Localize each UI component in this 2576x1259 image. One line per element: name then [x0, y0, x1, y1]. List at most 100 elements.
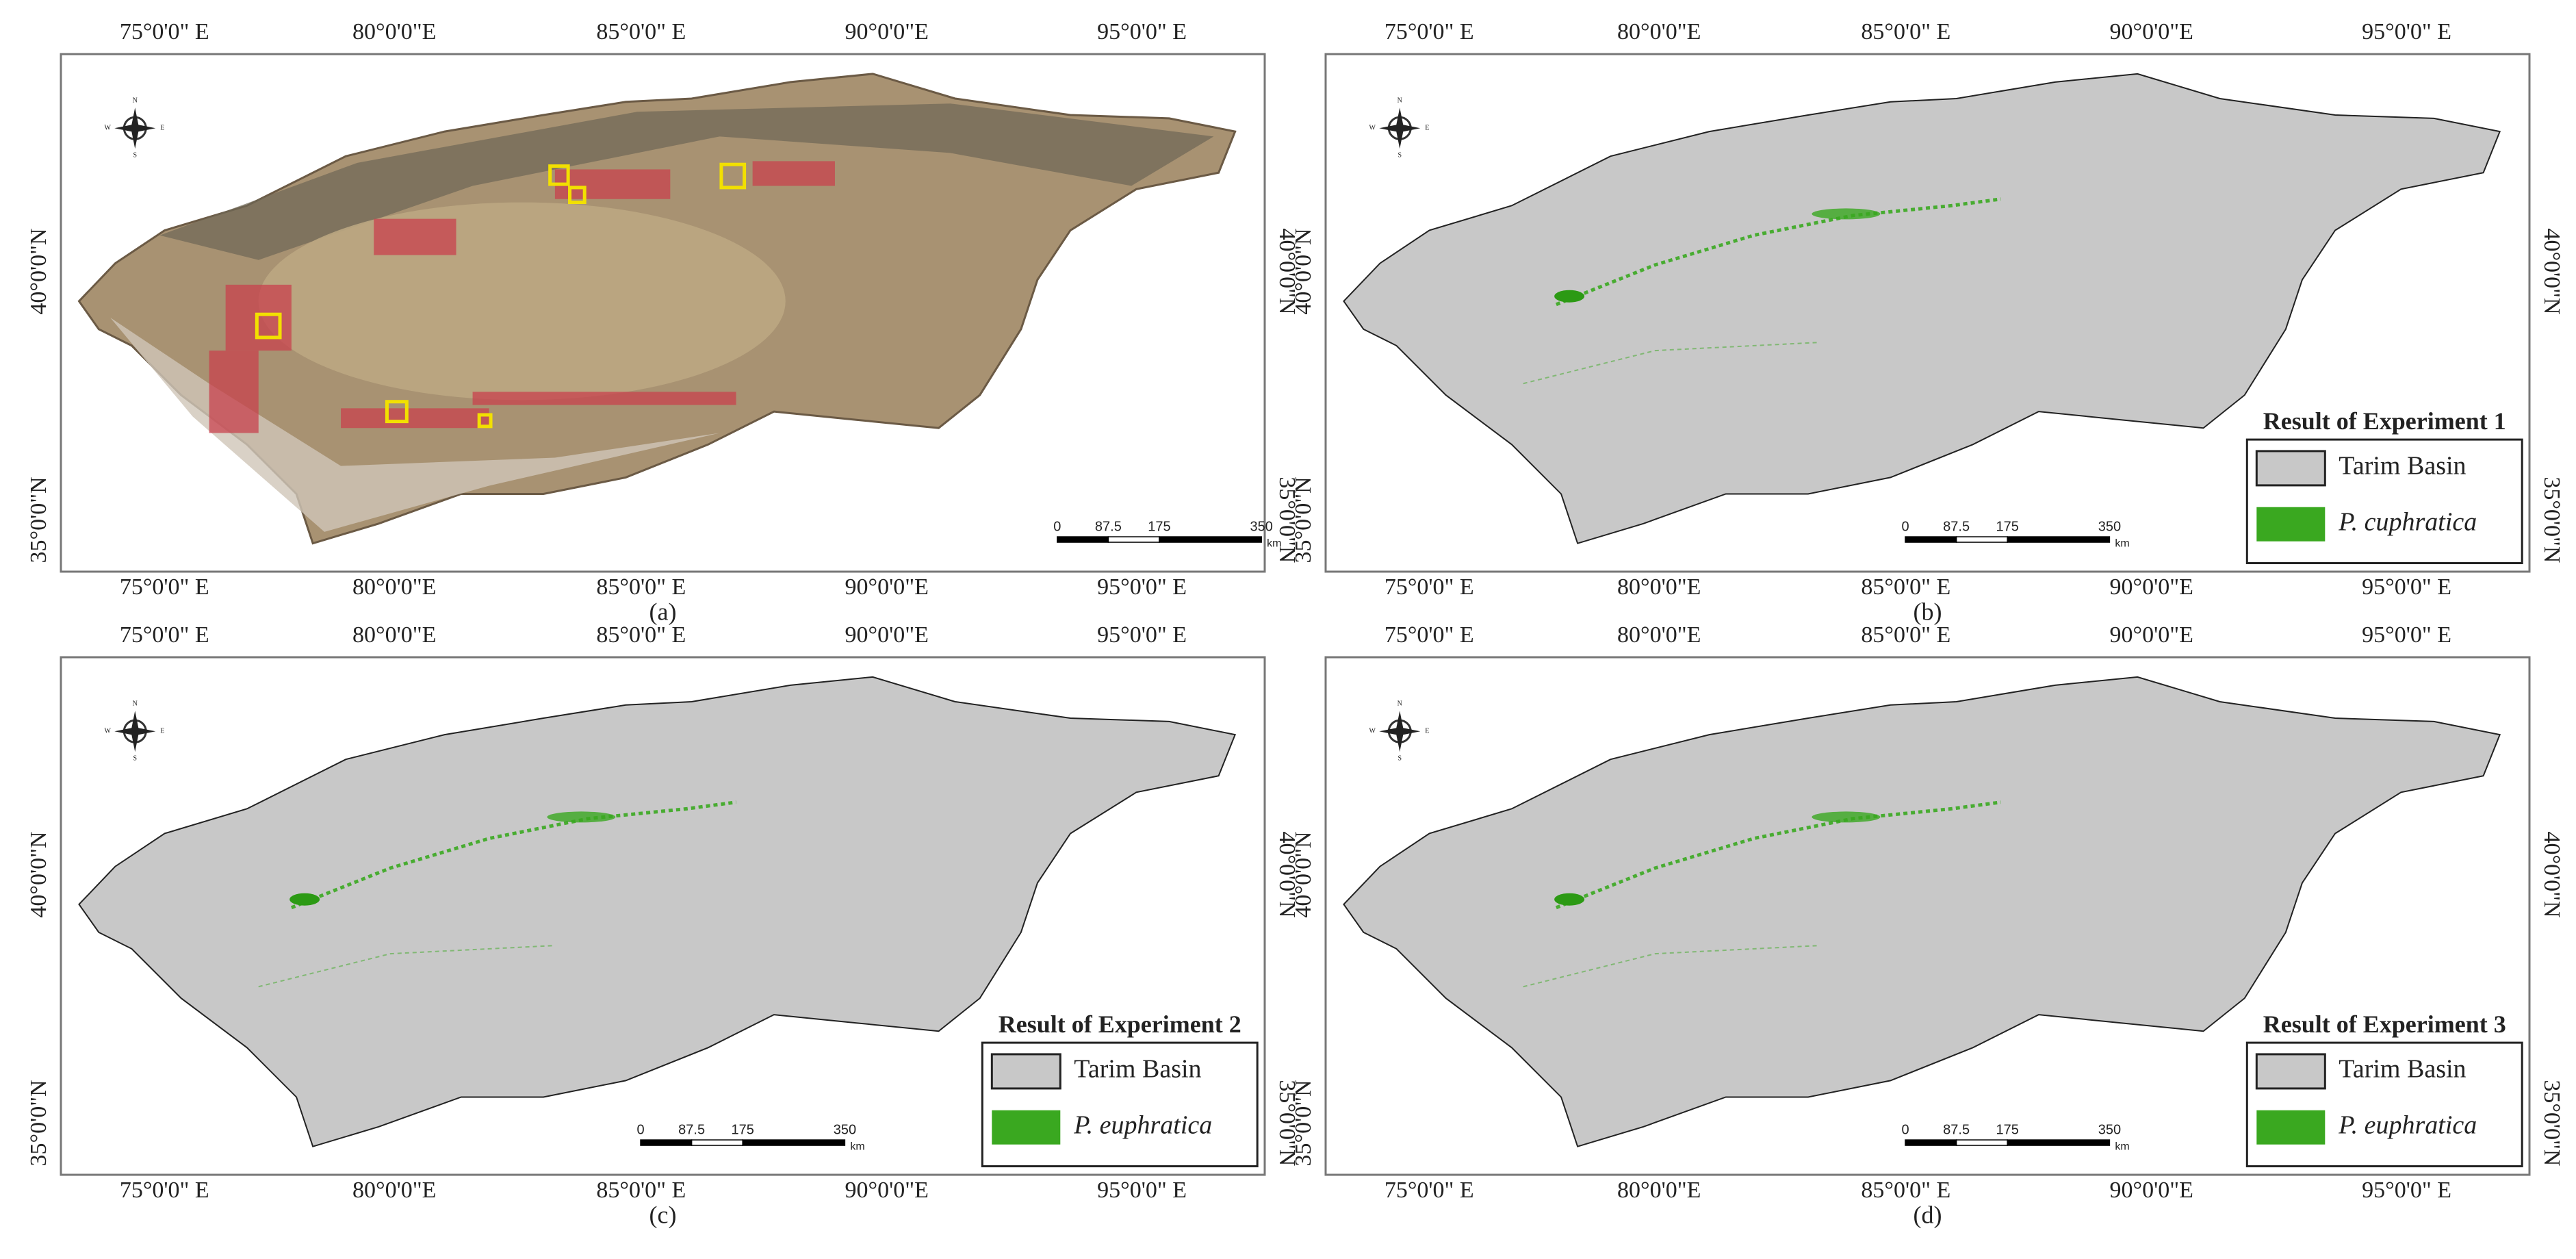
- legend-swatch: [2255, 450, 2326, 487]
- scale-bar-label: 175: [1148, 519, 1170, 534]
- vegetation-patch: [374, 218, 456, 255]
- scale-bar-label: 0: [1053, 519, 1061, 534]
- legend-title: Result of Experiment 2: [999, 1010, 1241, 1038]
- lat-label: 40°0'0"N: [2539, 831, 2564, 917]
- lon-label: 75°0'0" E: [1384, 19, 1474, 44]
- euphratica-distribution: [1555, 197, 2001, 307]
- vegetation-patch: [554, 169, 671, 199]
- lon-label: 75°0'0" E: [120, 574, 209, 600]
- map-panel: N E S W 75°0'0" E 75°0'0" E 80°0'0"E 80°0'0"E 85…: [1291, 622, 2564, 1228]
- lat-label: 35°0'0"N: [2539, 476, 2564, 563]
- compass-letter: N: [133, 97, 138, 105]
- lon-label: 80°0'0"E: [352, 1178, 436, 1203]
- panel-caption: (b): [1914, 598, 1942, 625]
- study-area-box: [568, 186, 587, 205]
- scale-bar-label: 87.5: [1095, 519, 1122, 534]
- compass-star: [114, 727, 156, 736]
- panel-caption: (c): [649, 1201, 677, 1228]
- euphratica-distribution: [1555, 800, 2001, 910]
- scale-bar-segment: [640, 1139, 693, 1146]
- scale-bar-label: 175: [1996, 519, 2019, 534]
- lat-label: 35°0'0"N: [1274, 1080, 1300, 1166]
- basin: [78, 676, 1237, 1147]
- lon-label: 95°0'0" E: [2362, 1178, 2451, 1203]
- study-area-box: [719, 162, 747, 190]
- lon-label: 90°0'0"E: [845, 574, 928, 600]
- legend-label: P. euphratica: [2338, 1110, 2477, 1139]
- map-panel: N E S W 75°0'0" E 75°0'0" E 80°0'0"E 80°0'0"E 85…: [1291, 19, 2564, 625]
- compass-letter: E: [160, 728, 164, 735]
- map-panel: N E S W 75°0'0" E 75°0'0" E 80°0'0"E 80°0'0"E 85…: [26, 622, 1300, 1228]
- lon-label: 80°0'0"E: [1617, 574, 1701, 600]
- compass-letter: E: [1425, 125, 1429, 132]
- lon-label: 80°0'0"E: [352, 574, 436, 600]
- scale-bar-segment: [1955, 1139, 2008, 1146]
- study-area-box: [477, 413, 493, 429]
- lon-label: 95°0'0" E: [1097, 19, 1187, 44]
- basin: [1343, 73, 2501, 544]
- scale-bar-label: 175: [1996, 1122, 2019, 1137]
- scale-bar-label: 87.5: [678, 1122, 705, 1137]
- lat-label: 35°0'0"N: [1291, 1080, 1316, 1166]
- lat-label: 40°0'0"N: [1291, 831, 1316, 917]
- scale-bar-label: 87.5: [1943, 519, 1970, 534]
- lon-label: 90°0'0"E: [2109, 622, 2193, 648]
- lon-label: 80°0'0"E: [352, 622, 436, 648]
- lon-label: 80°0'0"E: [1617, 1178, 1701, 1203]
- desert: [258, 202, 786, 400]
- euphratica-cluster: [1554, 893, 1585, 906]
- lon-label: 80°0'0"E: [1617, 622, 1701, 648]
- compass-letter: W: [1369, 125, 1376, 132]
- lon-label: 95°0'0" E: [1097, 574, 1187, 600]
- lon-label: 80°0'0"E: [352, 19, 436, 44]
- legend-title: Result of Experiment 3: [2263, 1010, 2506, 1038]
- scale-bar-segment: [1905, 1139, 1957, 1146]
- scale-bar-unit: km: [850, 1141, 864, 1152]
- panel-caption: (a): [649, 598, 677, 625]
- compass-star: [114, 124, 156, 133]
- legend-label: Tarim Basin: [2339, 1055, 2466, 1084]
- lon-label: 80°0'0"E: [1617, 19, 1701, 44]
- lat-label: 40°0'0"N: [2539, 228, 2564, 314]
- lon-label: 90°0'0"E: [845, 1178, 928, 1203]
- lat-label: 35°0'0"N: [1274, 476, 1300, 563]
- compass-letter: W: [105, 125, 112, 132]
- scale-bar-label: 350: [834, 1122, 856, 1137]
- study-area-box: [548, 164, 570, 186]
- compass-letter: E: [1425, 728, 1429, 735]
- legend-swatch: [992, 1110, 1061, 1145]
- lon-label: 90°0'0"E: [2109, 19, 2193, 44]
- legend-swatch: [2256, 507, 2326, 542]
- lon-label: 75°0'0" E: [1384, 622, 1474, 648]
- scale-bar-segment: [2007, 1139, 2111, 1146]
- compass-letter: N: [1398, 97, 1402, 105]
- basin: [1343, 676, 2501, 1147]
- legend-label: Tarim Basin: [1074, 1055, 1201, 1084]
- lon-label: 75°0'0" E: [120, 622, 209, 648]
- lon-label: 90°0'0"E: [845, 622, 928, 648]
- legend-label: P. cuphratica: [2338, 507, 2477, 536]
- lon-label: 85°0'0" E: [1861, 574, 1950, 600]
- scale-bar-label: 350: [2098, 1122, 2121, 1137]
- compass-letter: E: [160, 125, 164, 132]
- compass-star: [1379, 727, 1421, 736]
- lon-label: 90°0'0"E: [845, 19, 928, 44]
- compass-star: [1379, 124, 1421, 133]
- scale-bar-unit: km: [1267, 537, 1281, 549]
- lon-label: 85°0'0" E: [1861, 622, 1950, 648]
- scale-bar-label: 87.5: [1943, 1122, 1970, 1137]
- lon-label: 95°0'0" E: [2362, 574, 2451, 600]
- lat-label: 40°0'0"N: [26, 831, 51, 917]
- lon-label: 75°0'0" E: [120, 1178, 209, 1203]
- scale-bar-label: 350: [2098, 519, 2121, 534]
- lon-label: 90°0'0"E: [2109, 574, 2193, 600]
- scale-bar-unit: km: [2115, 1141, 2129, 1152]
- lon-label: 75°0'0" E: [120, 19, 209, 44]
- lon-label: 85°0'0" E: [596, 19, 686, 44]
- scale-bar-segment: [1057, 536, 1109, 543]
- lon-label: 95°0'0" E: [2362, 19, 2451, 44]
- scale-bar-segment: [691, 1139, 743, 1146]
- vegetation-patch: [209, 351, 259, 433]
- lon-label: 95°0'0" E: [2362, 622, 2451, 648]
